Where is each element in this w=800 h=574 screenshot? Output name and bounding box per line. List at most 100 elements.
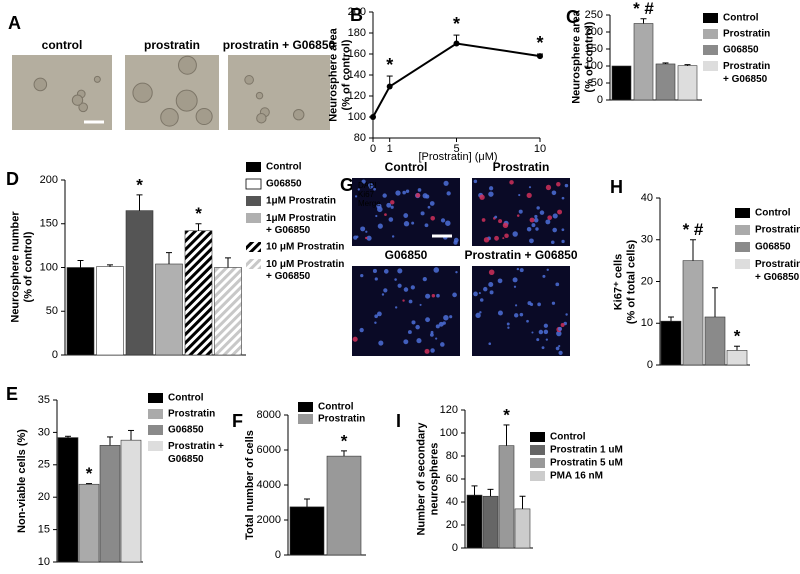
nucleus (377, 206, 383, 213)
y-tick-label: 4000 (257, 479, 281, 491)
nucleus (528, 186, 532, 189)
bar (214, 267, 242, 356)
neurosphere (78, 102, 88, 113)
y-axis-label: Total number of cells (244, 430, 256, 540)
nucleus (373, 187, 376, 191)
nucleus (359, 327, 364, 333)
nucleus (422, 277, 427, 282)
bar (466, 494, 483, 549)
micrograph (228, 55, 330, 130)
nucleus (407, 330, 412, 335)
nucleus (526, 192, 532, 198)
legend-label: Control (550, 432, 586, 443)
nucleus (478, 292, 481, 295)
panel-letter: I (396, 411, 401, 431)
nucleus (425, 317, 431, 323)
legend-label: Control (266, 162, 302, 173)
legend-label: 10 μM Prostratin + G06850 (266, 259, 344, 282)
image-caption: prostratin + G06850 (223, 38, 336, 52)
legend-swatch (735, 242, 750, 252)
nucleus (360, 226, 366, 232)
bar (99, 445, 121, 563)
channel-label: DAPI (358, 181, 377, 190)
nucleus (394, 278, 397, 281)
data-point (386, 83, 393, 90)
nucleus (542, 274, 546, 278)
y-axis-label: Non-viable cells (%) (16, 429, 28, 533)
nucleus (538, 329, 544, 335)
neurosphere (292, 108, 305, 121)
nucleus (488, 186, 494, 191)
nucleus (455, 270, 458, 274)
legend-label: Prostratin (168, 409, 215, 420)
y-tick-label: 10 (38, 556, 50, 568)
legend-label: G06850 (723, 45, 759, 56)
nucleus (440, 218, 446, 223)
x-axis-label: [Prostratin] (μM) (418, 151, 497, 163)
y-tick-label: 120 (440, 404, 458, 416)
y-tick-label: 50 (46, 305, 58, 317)
legend-swatch (148, 441, 163, 451)
nucleus (518, 209, 523, 214)
legend-swatch (245, 178, 262, 190)
data-line (372, 42, 541, 118)
nucleus (366, 235, 372, 241)
nucleus (545, 184, 552, 191)
nucleus (443, 314, 449, 321)
nucleus (453, 240, 458, 245)
nucleus (436, 293, 440, 298)
y-tick-label: 35 (38, 394, 50, 406)
nucleus (449, 315, 453, 319)
nucleus (355, 235, 359, 239)
y-tick-label: 0 (647, 359, 653, 371)
nucleus (529, 217, 535, 223)
nucleus (564, 183, 569, 188)
nucleus (352, 336, 358, 342)
nucleus (374, 321, 377, 324)
bar (184, 230, 213, 356)
nucleus (429, 201, 435, 206)
nucleus (539, 210, 545, 215)
nucleus (424, 348, 430, 354)
bar (96, 266, 124, 356)
legend-label: Prostratin + G06850 (168, 441, 224, 465)
nucleus (555, 282, 560, 287)
nucleus (390, 200, 395, 205)
neurosphere (195, 107, 213, 126)
legend-swatch (298, 402, 313, 412)
panel-letter: C (566, 7, 579, 27)
fluorescence-image (472, 266, 570, 356)
y-tick-label: 200 (585, 26, 603, 38)
nucleus (417, 188, 422, 192)
nucleus (479, 311, 482, 314)
y-tick-label: 180 (348, 27, 366, 39)
nucleus (402, 299, 405, 302)
legend-label: Prostratin 1 uM (550, 445, 623, 456)
nucleus (502, 222, 509, 229)
x-tick-label: 10 (534, 143, 546, 155)
nucleus (415, 324, 420, 330)
legend-label: Control (318, 402, 354, 413)
y-tick-label: 0 (275, 549, 281, 561)
nucleus (526, 226, 532, 232)
nucleus (518, 193, 521, 197)
nucleus (497, 310, 503, 316)
nucleus (430, 348, 435, 353)
y-tick-label: 0 (52, 349, 58, 361)
nucleus (435, 324, 440, 329)
y-axis-label: neurospheres (428, 443, 440, 516)
nucleus (543, 323, 548, 328)
legend-swatch (298, 414, 313, 424)
nucleus (372, 268, 377, 274)
bar (633, 23, 654, 101)
nucleus (526, 319, 529, 323)
y-tick-label: 40 (641, 192, 653, 204)
nucleus (498, 219, 503, 224)
nucleus (561, 239, 565, 244)
neurosphere (255, 91, 264, 100)
nucleus (425, 293, 431, 299)
legend-label: 10 μM Prostratin (266, 242, 344, 253)
y-tick-label: 15 (38, 524, 50, 536)
panel-letter: F (232, 411, 243, 431)
